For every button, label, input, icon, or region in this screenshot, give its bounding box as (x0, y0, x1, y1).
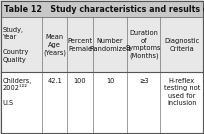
Text: Diagnostic
Criteria: Diagnostic Criteria (164, 38, 199, 52)
Bar (1, 72, 203, 133)
Text: Duration
of
Symptoms
(Months): Duration of Symptoms (Months) (126, 30, 162, 59)
Bar (1, 17, 203, 72)
Text: Number
Randomized: Number Randomized (89, 38, 131, 52)
Text: Table 12   Study characteristics and results of piriformis inj: Table 12 Study characteristics and resul… (4, 5, 204, 14)
Text: Study,
Year

Country
Quality: Study, Year Country Quality (3, 27, 29, 63)
Text: 10: 10 (106, 78, 114, 84)
Text: ≥3: ≥3 (139, 78, 149, 84)
Text: 100: 100 (74, 78, 86, 84)
Bar (1, 1, 203, 17)
Text: H-reflex
testing not
used for
inclusion: H-reflex testing not used for inclusion (164, 78, 200, 106)
Text: 42.1: 42.1 (48, 78, 62, 84)
Text: Mean
Age
(Years): Mean Age (Years) (43, 34, 66, 56)
Text: Childers,
2002¹²²

U.S: Childers, 2002¹²² U.S (3, 78, 32, 106)
Text: Percent
Female: Percent Female (68, 38, 93, 52)
